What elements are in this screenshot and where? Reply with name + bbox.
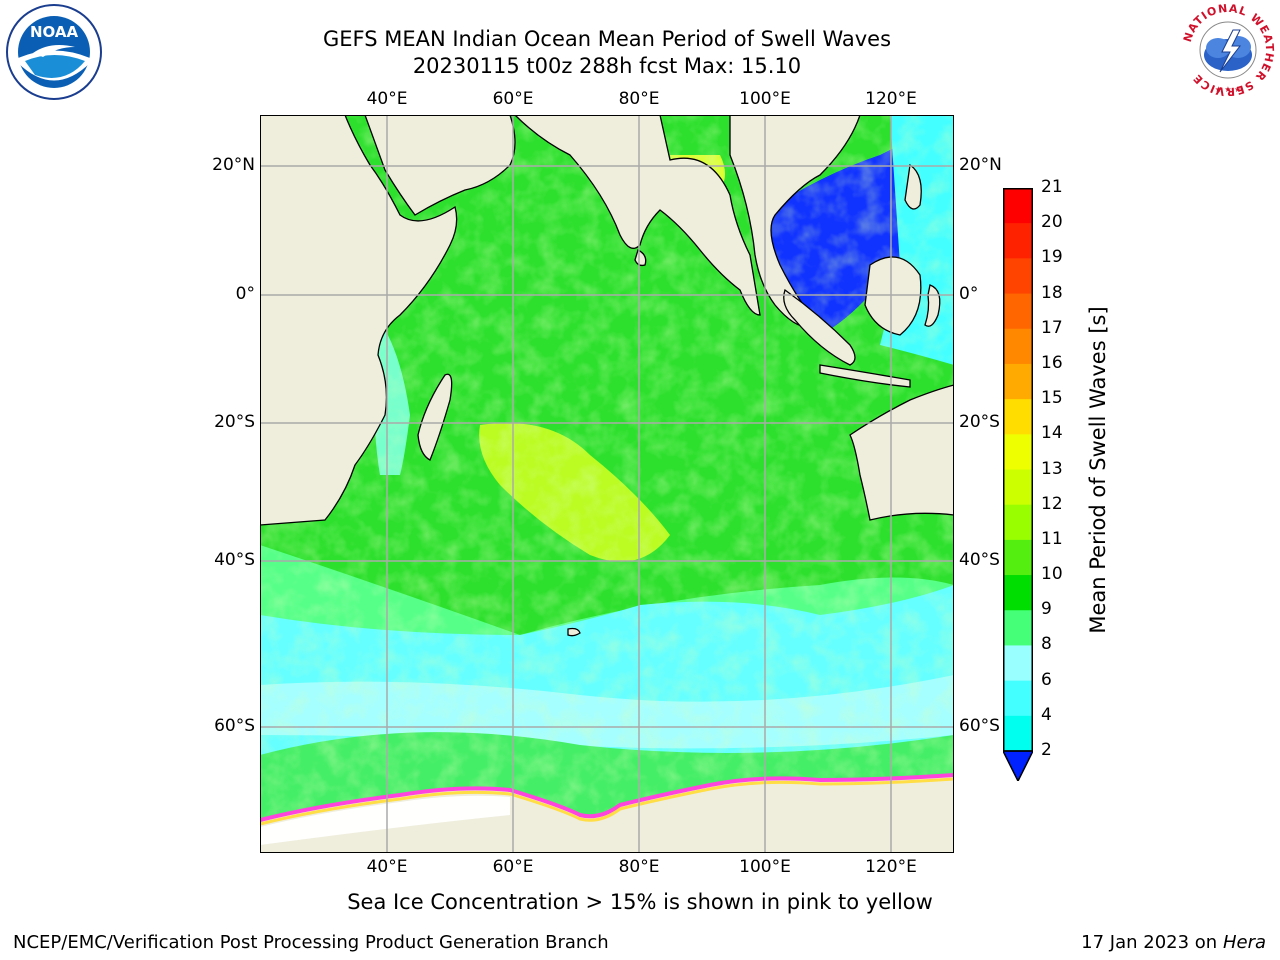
- lon-label-bottom: 120°E: [865, 857, 917, 877]
- colorbar-frame: [1003, 188, 1033, 752]
- colorbar-tick-label: 15: [1041, 388, 1063, 409]
- colorbar-tick-label: 13: [1041, 458, 1063, 479]
- colorbar-band: [1003, 680, 1033, 717]
- svg-text:★ ★ ★: ★ ★ ★: [1215, 85, 1242, 94]
- land-sumatra: [783, 288, 856, 366]
- colorbar-band: [1003, 715, 1033, 752]
- colorbar-tick-label: 16: [1041, 352, 1063, 373]
- sea-ice-fringe: [260, 773, 954, 822]
- land-arabia: [364, 115, 516, 216]
- colorbar-tick-label: 4: [1041, 704, 1052, 725]
- colorbar-band: [1003, 434, 1033, 470]
- colorbar-tick-label: 9: [1041, 599, 1052, 620]
- land-sri-lanka: [634, 249, 647, 267]
- land-australia: [849, 384, 954, 521]
- nws-logo: NATIONAL WEATHER SERVICE ★ ★ ★: [1181, 2, 1275, 98]
- colorbar-band: [1003, 399, 1033, 435]
- chart-title: GEFS MEAN Indian Ocean Mean Period of Sw…: [322, 27, 892, 51]
- lat-label-left: 40°S: [214, 550, 255, 570]
- colorbar-band: [1003, 504, 1033, 541]
- footer-date: 17 Jan 2023 on Hera: [1081, 932, 1266, 953]
- colorbar-tick-label: 21: [1041, 177, 1063, 197]
- colorbar-band: [1003, 610, 1033, 646]
- lon-label-top: 40°E: [366, 89, 408, 109]
- colorbar-band: [1003, 188, 1033, 224]
- colorbar-tick-label: 14: [1041, 423, 1063, 444]
- lat-label-right: 60°S: [959, 716, 1000, 736]
- lat-label-right: 0°: [959, 284, 979, 304]
- colorbar-tick-label: 6: [1041, 669, 1052, 690]
- colorbar-band: [1003, 328, 1033, 365]
- colorbar-title: Mean Period of Swell Waves [s]: [1086, 306, 1110, 634]
- colorbar-band: [1003, 258, 1033, 295]
- lat-label-right: 20°S: [959, 412, 1000, 432]
- sea-ice-caption: Sea Ice Concentration > 15% is shown in …: [347, 890, 933, 914]
- colorbar-band: [1003, 293, 1033, 330]
- lat-label-right: 20°N: [959, 155, 1002, 175]
- colorbar-band: [1003, 223, 1033, 259]
- land-madagascar: [417, 373, 453, 461]
- lat-label-left: 60°S: [214, 716, 255, 736]
- lon-label-bottom: 40°E: [366, 857, 408, 877]
- colorbar-tick-label: 2: [1041, 740, 1052, 760]
- lat-label-left: 0°: [235, 284, 255, 304]
- footer-date-text: 17 Jan 2023 on: [1081, 932, 1223, 953]
- lon-label-top: 120°E: [865, 89, 917, 109]
- colorbar-tick-label: 20: [1041, 212, 1063, 233]
- lon-label-bottom: 60°E: [492, 857, 534, 877]
- colorbar-band: [1003, 575, 1033, 611]
- colorbar-band: [1003, 469, 1033, 506]
- colorbar-extend-arrow: [1003, 750, 1033, 781]
- lat-label-left: 20°N: [212, 155, 255, 175]
- colorbar-tick-label: 17: [1041, 317, 1063, 338]
- colorbar-tick-label: 11: [1041, 528, 1063, 549]
- lat-label-right: 40°S: [959, 550, 1000, 570]
- lat-label-left: 20°S: [214, 412, 255, 432]
- colorbar-band: [1003, 645, 1033, 682]
- footer-organization: NCEP/EMC/Verification Post Processing Pr…: [13, 932, 609, 953]
- lon-label-bottom: 80°E: [618, 857, 660, 877]
- land-java: [819, 364, 911, 388]
- colorbar-tick-label: 12: [1041, 493, 1063, 514]
- gridlines: [260, 115, 954, 853]
- lon-label-top: 100°E: [739, 89, 791, 109]
- colorbar-tick-label: 8: [1041, 634, 1052, 655]
- land-india: [514, 115, 761, 316]
- lon-label-bottom: 100°E: [739, 857, 791, 877]
- sea-ice-fringe-inner: [260, 777, 954, 826]
- footer-host: Hera: [1222, 932, 1266, 953]
- land-kerguelen: [567, 627, 581, 637]
- svg-text:NOAA: NOAA: [30, 23, 79, 41]
- lon-label-top: 80°E: [618, 89, 660, 109]
- land-borneo: [864, 256, 922, 336]
- map-canvas: [260, 115, 954, 853]
- colorbar-band: [1003, 363, 1033, 400]
- land-philippines: [904, 163, 922, 210]
- colorbar-tick-label: 18: [1041, 282, 1063, 303]
- noaa-logo: NOAA: [6, 4, 102, 100]
- lon-label-top: 60°E: [492, 89, 534, 109]
- colorbar: [1003, 188, 1033, 781]
- colorbar-tick-label: 10: [1041, 564, 1063, 585]
- antarctic-coastal-ice: [260, 795, 510, 845]
- colorbar-tick-label: 19: [1041, 247, 1063, 268]
- chart-subtitle: 20230115 t00z 288h fcst Max: 15.10: [412, 54, 802, 78]
- colorbar-band: [1003, 539, 1033, 576]
